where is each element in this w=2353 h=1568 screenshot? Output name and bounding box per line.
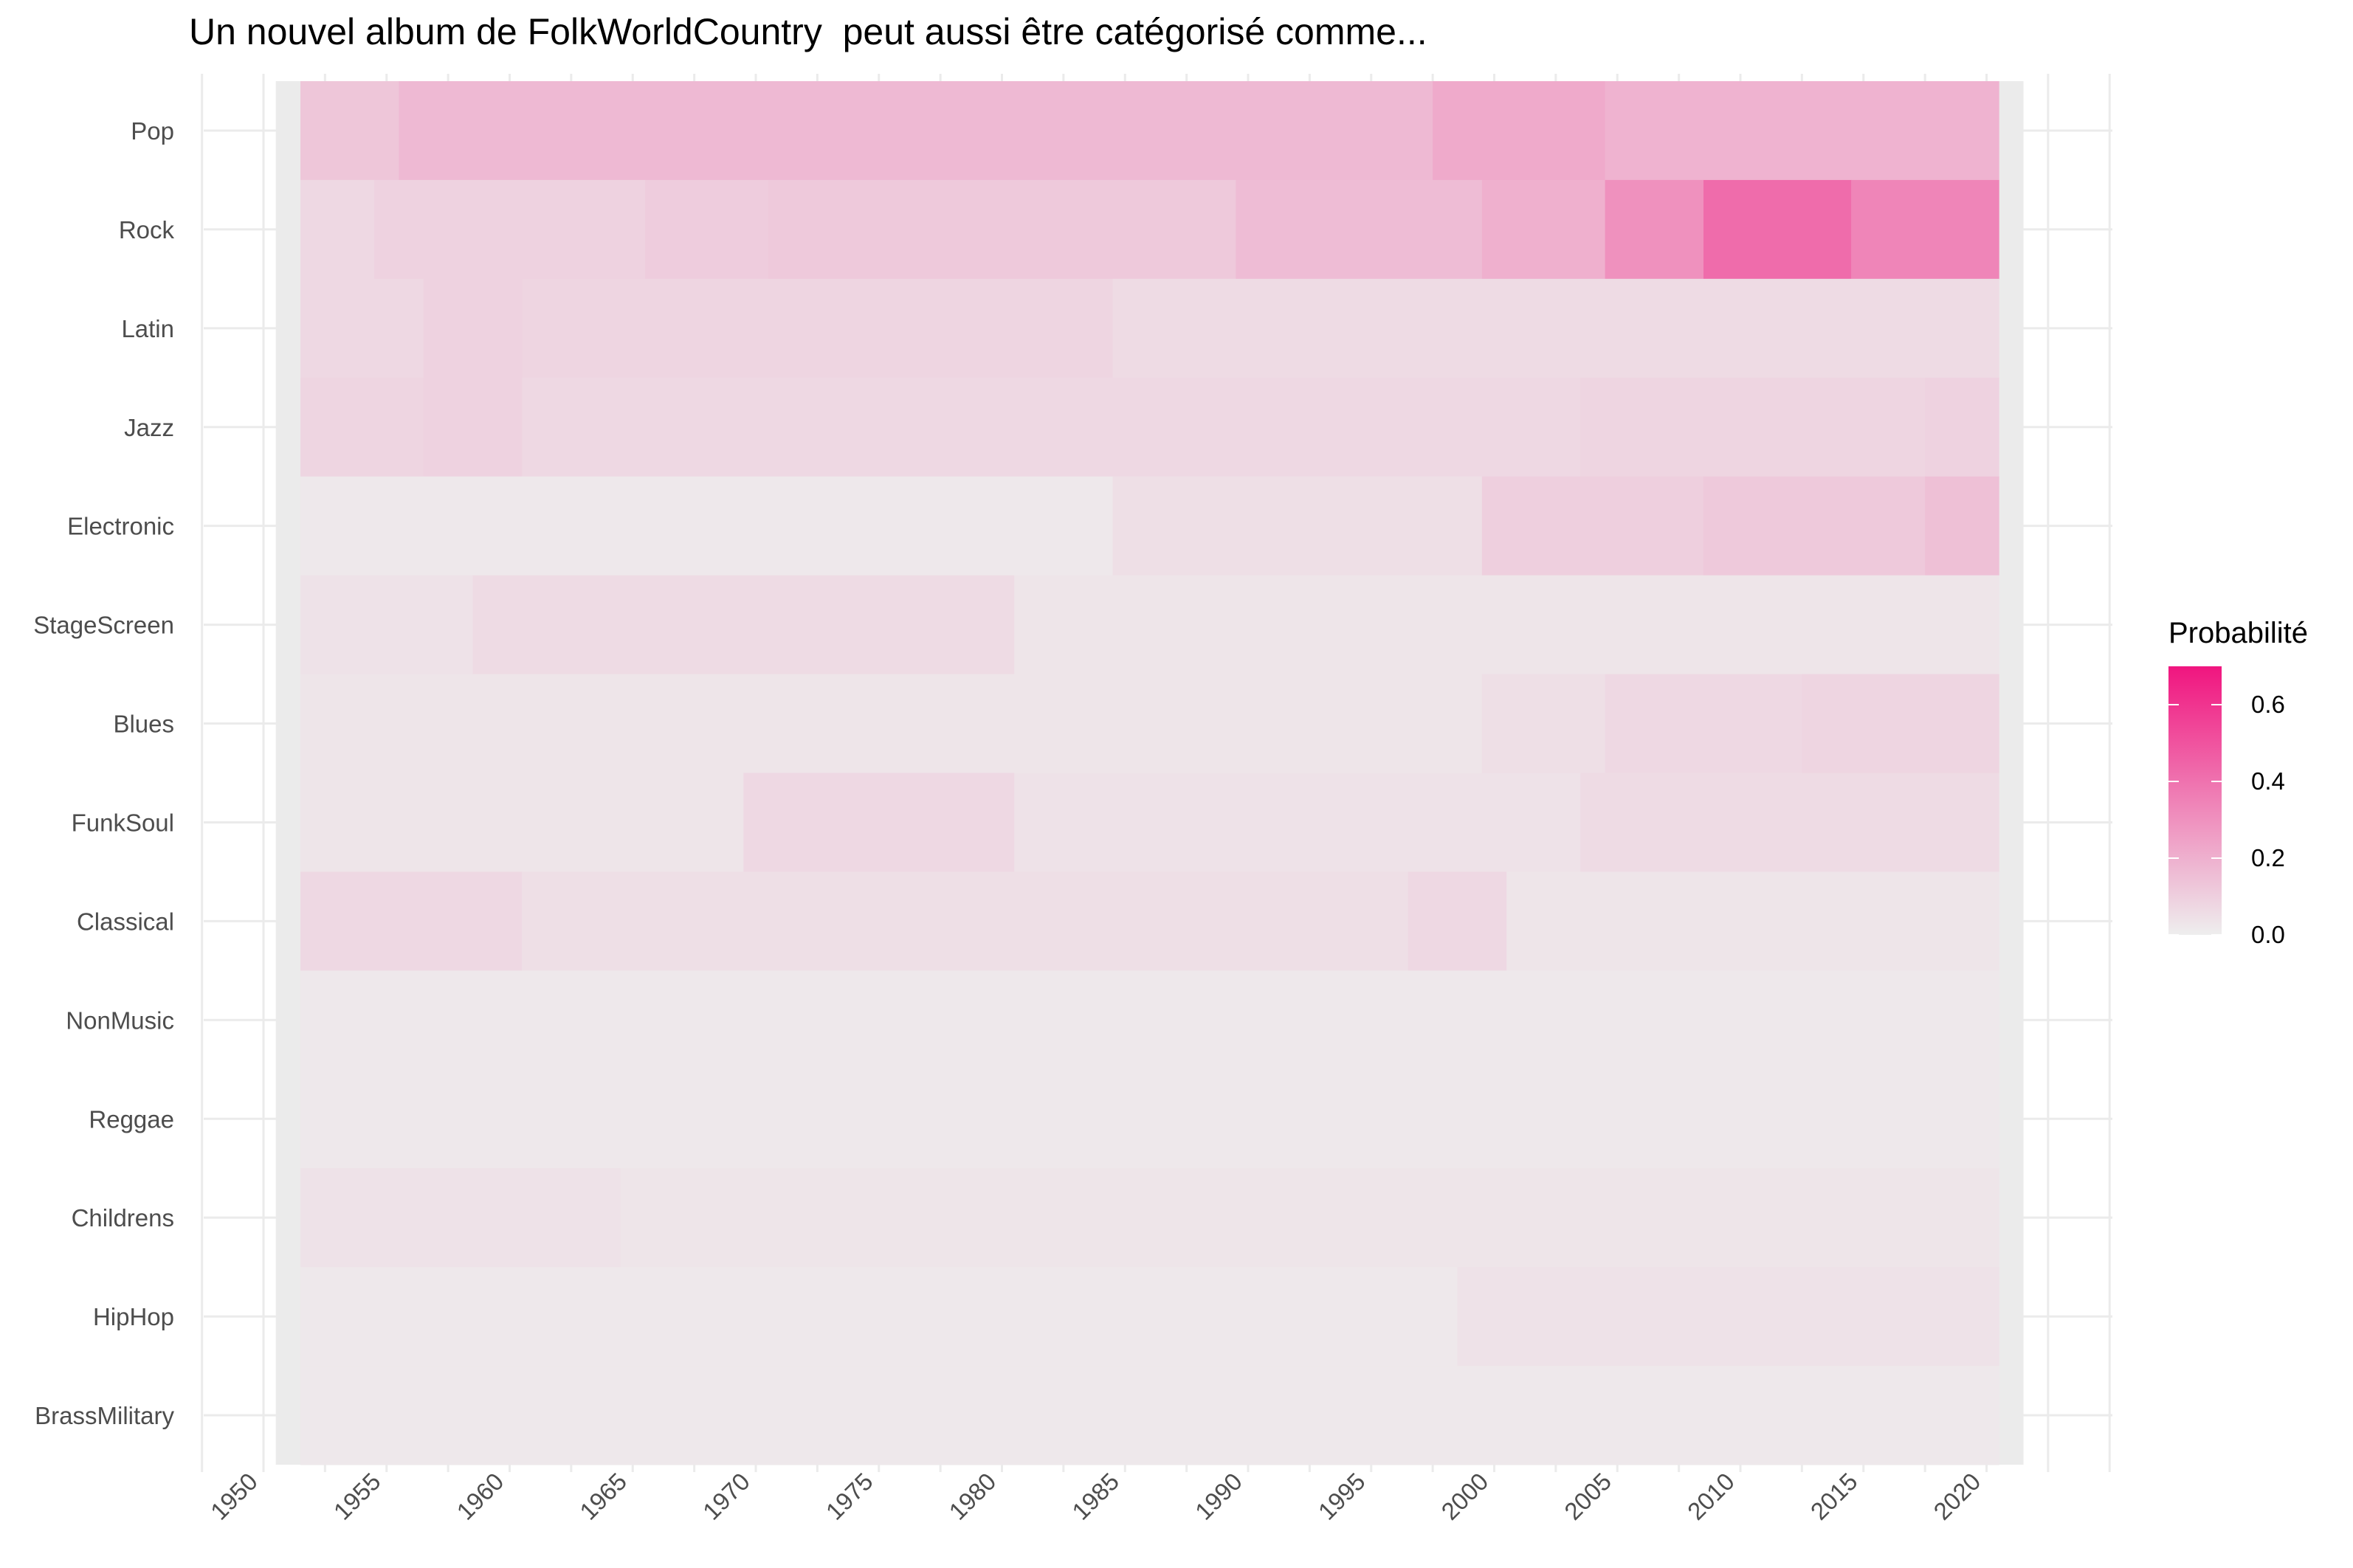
y-tick-label: NonMusic (66, 1006, 174, 1034)
heatmap-cell (300, 1366, 1999, 1465)
heatmap-cell (300, 575, 473, 675)
y-tick-label: BrassMilitary (35, 1402, 174, 1429)
heatmap-cell (1925, 476, 1999, 576)
heatmap-cell (1506, 871, 1999, 971)
x-axis: 1950 1955 1960 1965 1970 1975 1980 1985 1990 1995… (205, 1468, 1986, 1525)
x-tick-label: 1990 (1190, 1468, 1247, 1525)
heatmap-cell (300, 81, 399, 181)
heatmap-cell (300, 674, 1483, 773)
legend-tick-mark (2211, 857, 2222, 859)
x-tick-label: 1950 (205, 1468, 263, 1525)
y-tick-label: Rock (119, 216, 175, 244)
heatmap-cell (1433, 81, 1606, 181)
heatmap-cell (300, 377, 424, 477)
x-tick-label: 1955 (328, 1468, 386, 1525)
heatmap-cell (1605, 179, 1704, 280)
x-tick-label: 2005 (1559, 1468, 1616, 1525)
heatmap-cell (1580, 773, 1999, 872)
heatmap-cell (1457, 1267, 1999, 1367)
heatmap-cell (644, 179, 769, 280)
x-tick-label: 1970 (697, 1468, 755, 1525)
heatmap-cell (1112, 476, 1483, 576)
heatmap-cell (1481, 476, 1704, 576)
heatmap-cell (300, 476, 1114, 576)
heatmap-cell (300, 871, 523, 971)
legend-tick-label: 0.4 (2251, 767, 2285, 795)
legend-tick-mark (2168, 704, 2179, 705)
heatmap-cell (300, 278, 424, 379)
heatmap-cell (1851, 179, 1999, 280)
heatmap-cell (1408, 871, 1507, 971)
heatmap-cell (300, 1168, 621, 1268)
x-tick-label: 2020 (1928, 1468, 1985, 1525)
x-tick-label: 1980 (943, 1468, 1001, 1525)
heatmap-cell (472, 575, 1015, 675)
heatmap-cell (1703, 476, 1926, 576)
chart-title: Un nouvel album de FolkWorldCountry peut… (189, 11, 1427, 52)
heatmap-cell (1481, 674, 1606, 773)
heatmap-cell (1014, 575, 1999, 675)
y-tick-label: Blues (113, 711, 174, 738)
x-tick-label: 1985 (1067, 1468, 1124, 1525)
heatmap-cell (522, 871, 1409, 971)
heatmap-cell (1605, 674, 1802, 773)
y-tick-label: HipHop (93, 1303, 174, 1330)
legend-tick-mark (2168, 934, 2179, 936)
legend-tick-mark (2168, 857, 2179, 859)
y-tick-label: Reggae (89, 1105, 174, 1133)
heatmap-cell (300, 179, 375, 280)
heatmap-cell (300, 773, 744, 872)
legend-tick-label: 0.6 (2251, 691, 2285, 718)
y-tick-label: Electronic (67, 513, 174, 540)
heatmap-cell (1481, 179, 1606, 280)
y-tick-label: Latin (121, 315, 174, 342)
legend-tick-label: 0.2 (2251, 844, 2285, 871)
heatmap-cell (768, 179, 1236, 280)
heatmap-cell (1014, 773, 1581, 872)
heatmap-cell (300, 970, 1999, 1070)
legend-colorbar (2168, 666, 2222, 936)
heatmap-cell (300, 1267, 1458, 1367)
heatmap-cell (374, 179, 646, 280)
x-tick-label: 2010 (1682, 1468, 1740, 1525)
heatmap-cell (1703, 179, 1852, 280)
y-tick-label: Classical (77, 908, 174, 935)
legend-tick-mark (2211, 934, 2222, 936)
legend-tick-mark (2168, 781, 2179, 782)
heatmap-cell (620, 1168, 1999, 1268)
heatmap-cell (399, 81, 1433, 181)
x-tick-label: 1995 (1313, 1468, 1371, 1525)
x-tick-label: 1960 (451, 1468, 509, 1525)
heatmap-cell (423, 278, 523, 379)
heatmap-cell (1605, 81, 1999, 181)
legend-tick-label: 0.0 (2251, 921, 2285, 948)
heatmap-cell (1236, 179, 1483, 280)
x-tick-label: 2000 (1436, 1468, 1493, 1525)
heatmap-cell (1925, 377, 1999, 477)
heatmap-cell (423, 377, 523, 477)
x-tick-label: 1965 (574, 1468, 632, 1525)
heatmap-cell (300, 1069, 1999, 1169)
legend-tick-mark (2211, 704, 2222, 705)
y-tick-label: Childrens (72, 1204, 174, 1232)
x-tick-label: 1975 (821, 1468, 878, 1525)
y-axis: Pop Rock Latin Jazz Electronic StageScreen Blu… (33, 117, 174, 1429)
legend-tick-mark (2211, 781, 2222, 782)
heatmap-cell (1802, 674, 1999, 773)
heatmap-cell (522, 377, 1581, 477)
y-tick-label: Pop (131, 117, 174, 145)
heatmap-cell (522, 278, 1114, 379)
y-tick-label: Jazz (124, 414, 174, 441)
x-tick-label: 2015 (1805, 1468, 1863, 1525)
heatmap-cell (743, 773, 1015, 872)
y-tick-label: StageScreen (33, 612, 174, 639)
heatmap-cell (1580, 377, 1926, 477)
heatmap-cell (1112, 278, 1999, 379)
legend-title: Probabilité (2168, 617, 2309, 649)
heatmap-tiles (300, 81, 1999, 1465)
y-tick-label: FunkSoul (72, 809, 174, 836)
